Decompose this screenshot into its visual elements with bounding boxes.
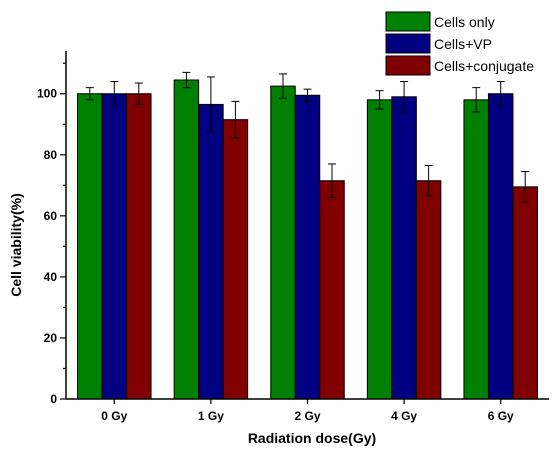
bar: [391, 96, 417, 400]
bar: [126, 93, 152, 400]
x-axis-title: Radiation dose(Gy): [248, 430, 376, 446]
axes: 0 Gy 1 Gy 2 Gy 4 Gy 6 Gy 0 20 40 60 80 100: [37, 51, 549, 423]
legend-label: Cells+VP: [434, 36, 492, 52]
legend-label: Cells only: [434, 14, 495, 30]
y-tick-label: 20: [44, 331, 58, 345]
y-tick-label: 60: [44, 209, 58, 223]
bar: [512, 186, 538, 400]
bar: [198, 103, 224, 400]
legend-swatch: [385, 11, 431, 32]
bar: [319, 180, 345, 400]
plot-area: [77, 71, 538, 400]
y-tick-label: 100: [37, 87, 57, 101]
bar: [415, 180, 442, 400]
x-tick-label: 1 Gy: [198, 409, 224, 423]
legend-swatch: [385, 33, 431, 54]
bar: [487, 93, 514, 400]
x-tick-label: 2 Gy: [294, 409, 320, 423]
x-tick-label: 0 Gy: [101, 409, 127, 423]
legend: Cells only Cells+VP Cells+conjugate: [385, 11, 534, 76]
y-tick-label: 0: [50, 392, 57, 406]
bar: [294, 94, 321, 400]
y-tick-label: 40: [44, 270, 58, 284]
bar: [173, 79, 200, 400]
x-tick-label: 6 Gy: [488, 409, 514, 423]
bar: [222, 119, 249, 400]
legend-swatch: [385, 55, 431, 76]
bar: [463, 99, 489, 400]
y-axis-title: Cell viability(%): [8, 193, 24, 296]
y-tick-label: 80: [44, 148, 58, 162]
legend-label: Cells+conjugate: [434, 58, 534, 74]
x-tick-label: 4 Gy: [391, 409, 417, 423]
bar: [270, 85, 296, 400]
bar: [101, 93, 128, 400]
bar: [366, 99, 393, 400]
bar: [77, 93, 103, 400]
